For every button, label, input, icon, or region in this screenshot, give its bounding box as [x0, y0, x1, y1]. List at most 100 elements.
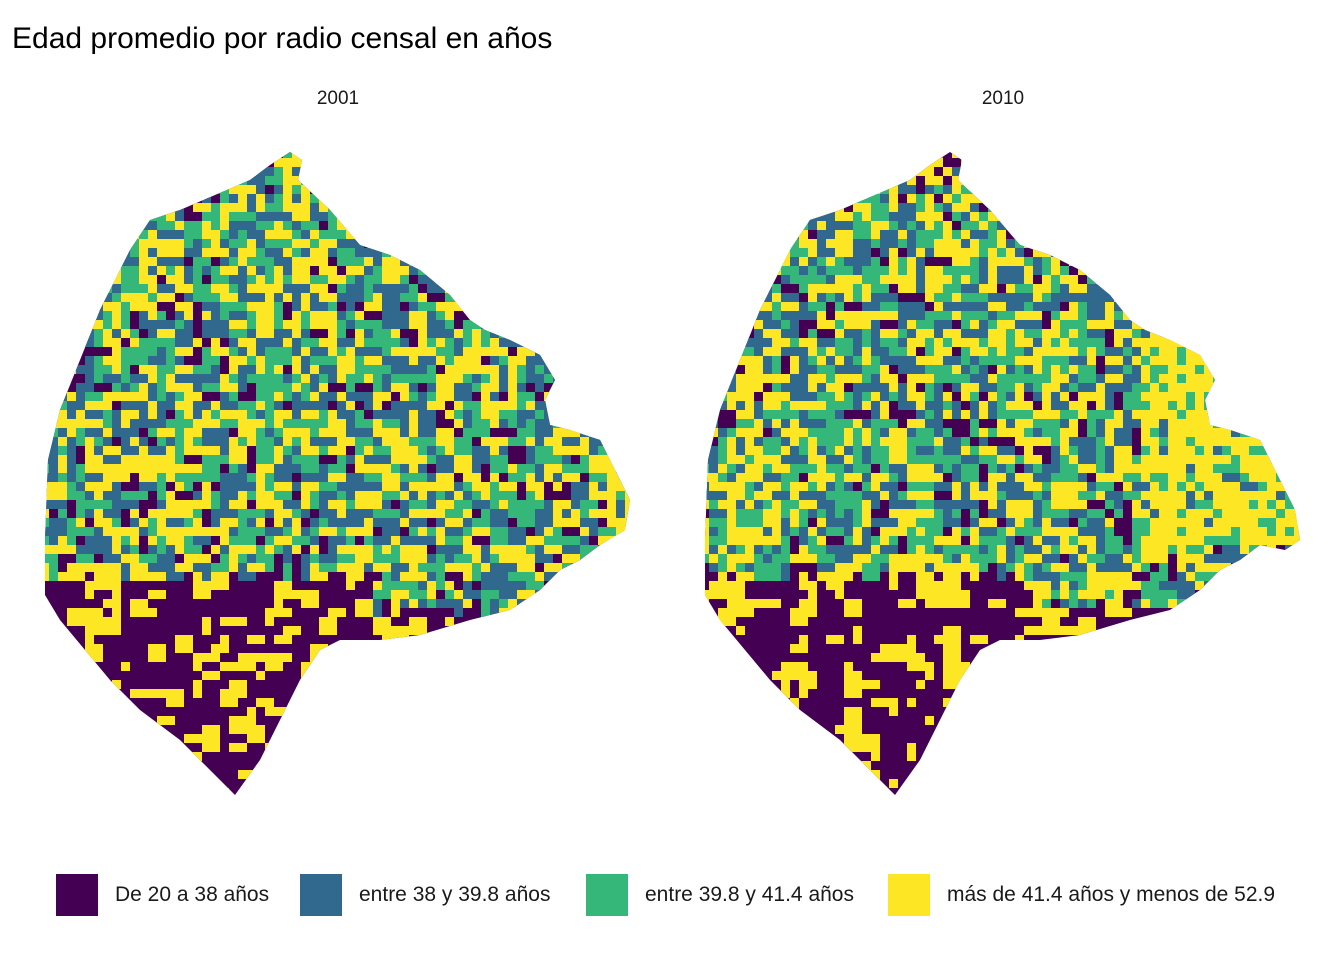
census-tract — [391, 248, 400, 257]
census-tract — [49, 365, 67, 374]
census-tract — [997, 176, 1006, 185]
census-tract — [1033, 158, 1042, 176]
census-tract — [727, 152, 736, 158]
census-tract — [1303, 446, 1312, 464]
census-tract — [256, 554, 265, 563]
census-tract — [472, 152, 490, 167]
census-tract — [961, 329, 979, 338]
census-tract — [580, 707, 598, 725]
census-tract — [472, 152, 481, 158]
census-tract — [364, 152, 382, 167]
census-tract — [472, 176, 490, 185]
census-tract — [835, 221, 853, 230]
census-tract — [1231, 257, 1249, 275]
census-tract — [589, 167, 598, 185]
census-tract — [871, 401, 880, 419]
census-tract — [727, 221, 736, 239]
census-tract — [607, 572, 616, 590]
census-tract — [544, 563, 562, 572]
census-tract — [1213, 275, 1222, 284]
census-tract — [337, 455, 346, 464]
census-tract — [211, 365, 220, 374]
census-tract — [427, 239, 445, 248]
census-tract — [463, 284, 481, 302]
census-tract — [1258, 482, 1267, 491]
census-tract — [283, 293, 292, 302]
census-tract — [535, 383, 544, 392]
census-tract — [844, 266, 853, 275]
census-tract — [1141, 284, 1159, 302]
census-tract — [1267, 347, 1276, 356]
census-tract — [319, 374, 328, 383]
census-tract — [1267, 419, 1285, 437]
census-tract — [790, 374, 808, 383]
census-tract — [58, 536, 67, 545]
census-tract — [1186, 185, 1195, 203]
census-tract — [508, 599, 517, 608]
census-tract — [67, 392, 76, 401]
census-tract — [130, 152, 139, 158]
census-tract — [1060, 203, 1069, 212]
census-tract — [997, 221, 1015, 230]
census-tract — [1204, 293, 1213, 302]
census-tract — [202, 158, 211, 176]
census-tract — [598, 572, 607, 590]
census-tract — [1276, 401, 1294, 419]
census-tract — [625, 347, 630, 356]
census-tract — [925, 212, 943, 221]
census-tract — [184, 284, 193, 293]
census-tract — [445, 239, 463, 257]
census-tract — [157, 572, 166, 581]
census-tract — [346, 536, 355, 545]
census-tract — [1168, 152, 1186, 167]
census-tract — [607, 302, 625, 320]
census-tract — [589, 347, 607, 365]
census-tract — [499, 419, 508, 428]
census-tract — [85, 581, 94, 599]
census-tract — [193, 392, 202, 401]
census-tract — [553, 644, 562, 662]
census-tract — [1312, 212, 1320, 221]
census-tract — [571, 302, 589, 320]
census-tract — [1159, 167, 1168, 185]
census-tract — [1222, 374, 1231, 392]
census-tract — [463, 509, 472, 518]
census-tract — [49, 383, 58, 401]
census-tract — [400, 194, 409, 212]
census-tract — [1033, 152, 1051, 167]
census-tract — [718, 275, 736, 284]
census-tract — [580, 329, 589, 347]
census-tract — [67, 788, 76, 795]
census-tract — [58, 347, 76, 356]
census-tract — [634, 374, 640, 383]
census-tract — [763, 185, 772, 194]
census-tract — [997, 140, 1006, 149]
census-tract — [76, 221, 85, 239]
census-tract — [1267, 311, 1285, 320]
census-tract — [148, 275, 157, 293]
census-tract — [472, 185, 490, 203]
census-tract — [346, 509, 355, 518]
census-tract — [256, 797, 274, 810]
census-tract — [553, 221, 571, 230]
census-tract — [391, 230, 400, 239]
census-tract — [481, 491, 490, 500]
census-tract — [202, 536, 211, 545]
census-tract — [625, 365, 630, 374]
census-tract — [310, 320, 319, 329]
census-tract — [952, 152, 961, 158]
census-tract — [826, 140, 835, 149]
census-tract — [274, 266, 283, 275]
census-tract — [1258, 365, 1276, 374]
census-tract — [598, 266, 607, 275]
census-tract — [1231, 176, 1240, 194]
census-tract — [835, 248, 853, 257]
census-tract — [1276, 212, 1294, 230]
census-tract — [1051, 239, 1069, 257]
census-tract — [598, 320, 607, 329]
census-tract — [1150, 446, 1159, 455]
census-tract — [589, 653, 607, 671]
census-tract — [256, 464, 265, 482]
census-tract — [535, 257, 553, 266]
census-tract — [970, 152, 979, 167]
